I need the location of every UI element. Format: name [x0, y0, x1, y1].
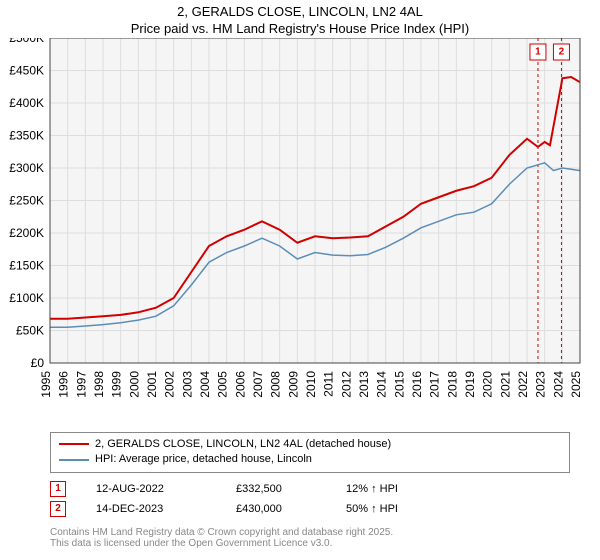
xtick-label: 2022: [516, 370, 530, 397]
xtick-label: 2013: [357, 370, 371, 397]
xtick-label: 2012: [339, 370, 353, 397]
xtick-label: 2010: [304, 370, 318, 397]
xtick-label: 2015: [392, 370, 406, 397]
legend-item: HPI: Average price, detached house, Linc…: [59, 452, 561, 467]
xtick-label: 2018: [445, 370, 459, 397]
legend: 2, GERALDS CLOSE, LINCOLN, LN2 4AL (deta…: [50, 432, 570, 473]
legend-swatch: [59, 443, 89, 445]
sales-price: £332,500: [236, 483, 316, 495]
xtick-label: 2011: [322, 370, 336, 396]
xtick-label: 2006: [233, 370, 247, 397]
xtick-label: 2002: [163, 370, 177, 397]
xtick-label: 2023: [534, 370, 548, 397]
xtick-label: 1996: [57, 370, 71, 397]
ytick-label: £250K: [9, 193, 44, 207]
ytick-label: £100K: [9, 291, 44, 305]
sales-marker: 2: [50, 501, 66, 517]
xtick-label: 2019: [463, 370, 477, 397]
ytick-label: £450K: [9, 63, 44, 77]
footer: Contains HM Land Registry data © Crown c…: [50, 527, 570, 549]
sales-table: 1 12-AUG-2022 £332,500 12% ↑ HPI 2 14-DEC-202…: [50, 479, 570, 519]
sale-marker-label: 2: [559, 46, 565, 57]
ytick-label: £300K: [9, 161, 44, 175]
chart-title: 2, GERALDS CLOSE, LINCOLN, LN2 4AL Price…: [0, 0, 600, 38]
xtick-label: 2017: [428, 370, 442, 397]
xtick-label: 2021: [498, 370, 512, 397]
sales-delta: 12% ↑ HPI: [346, 483, 398, 495]
xtick-label: 2024: [551, 370, 565, 397]
ytick-label: £50K: [16, 323, 44, 337]
xtick-label: 2007: [251, 370, 265, 397]
xtick-label: 2001: [145, 370, 159, 397]
legend-swatch: [59, 459, 89, 461]
xtick-label: 2005: [216, 370, 230, 397]
chart-area: £0 £50K £100K £150K £200K £250K £300K £350K £400…: [0, 38, 600, 428]
ytick-label: £150K: [9, 258, 44, 272]
footer-copyright: Contains HM Land Registry data © Crown c…: [50, 527, 570, 538]
container: 2, GERALDS CLOSE, LINCOLN, LN2 4AL Price…: [0, 0, 600, 560]
legend-label: HPI: Average price, detached house, Linc…: [95, 452, 312, 467]
xtick-label: 1999: [110, 370, 124, 397]
ytick-label: £200K: [9, 226, 44, 240]
xtick-label: 2014: [375, 370, 389, 397]
xtick-label: 2016: [410, 370, 424, 397]
ytick-label: £500K: [9, 38, 44, 45]
sales-delta: 50% ↑ HPI: [346, 503, 398, 515]
xtick-label: 1995: [39, 370, 53, 397]
xtick-label: 1997: [74, 370, 88, 397]
legend-label: 2, GERALDS CLOSE, LINCOLN, LN2 4AL (deta…: [95, 437, 391, 452]
legend-item: 2, GERALDS CLOSE, LINCOLN, LN2 4AL (deta…: [59, 437, 561, 452]
chart-svg: £0 £50K £100K £150K £200K £250K £300K £350K £400…: [0, 38, 600, 428]
ytick-label: £350K: [9, 128, 44, 142]
xtick-label: 2003: [180, 370, 194, 397]
xtick-label: 2009: [286, 370, 300, 397]
footer-licence: This data is licensed under the Open Gov…: [50, 538, 570, 549]
title-address: 2, GERALDS CLOSE, LINCOLN, LN2 4AL: [0, 4, 600, 21]
ytick-label: £400K: [9, 96, 44, 110]
xtick-label: 2004: [198, 370, 212, 397]
sales-price: £430,000: [236, 503, 316, 515]
xtick-label: 2008: [269, 370, 283, 397]
ytick-label: £0: [31, 356, 45, 370]
xtick-label: 2000: [127, 370, 141, 397]
sales-row: 2 14-DEC-2023 £430,000 50% ↑ HPI: [50, 499, 570, 519]
xtick-label: 1998: [92, 370, 106, 397]
sales-date: 12-AUG-2022: [96, 483, 206, 495]
xtick-label: 2020: [481, 370, 495, 397]
sales-date: 14-DEC-2023: [96, 503, 206, 515]
title-subtitle: Price paid vs. HM Land Registry's House …: [0, 21, 600, 38]
sales-marker: 1: [50, 481, 66, 497]
sales-row: 1 12-AUG-2022 £332,500 12% ↑ HPI: [50, 479, 570, 499]
xtick-label: 2025: [569, 370, 583, 397]
sale-marker-label: 1: [535, 46, 541, 57]
